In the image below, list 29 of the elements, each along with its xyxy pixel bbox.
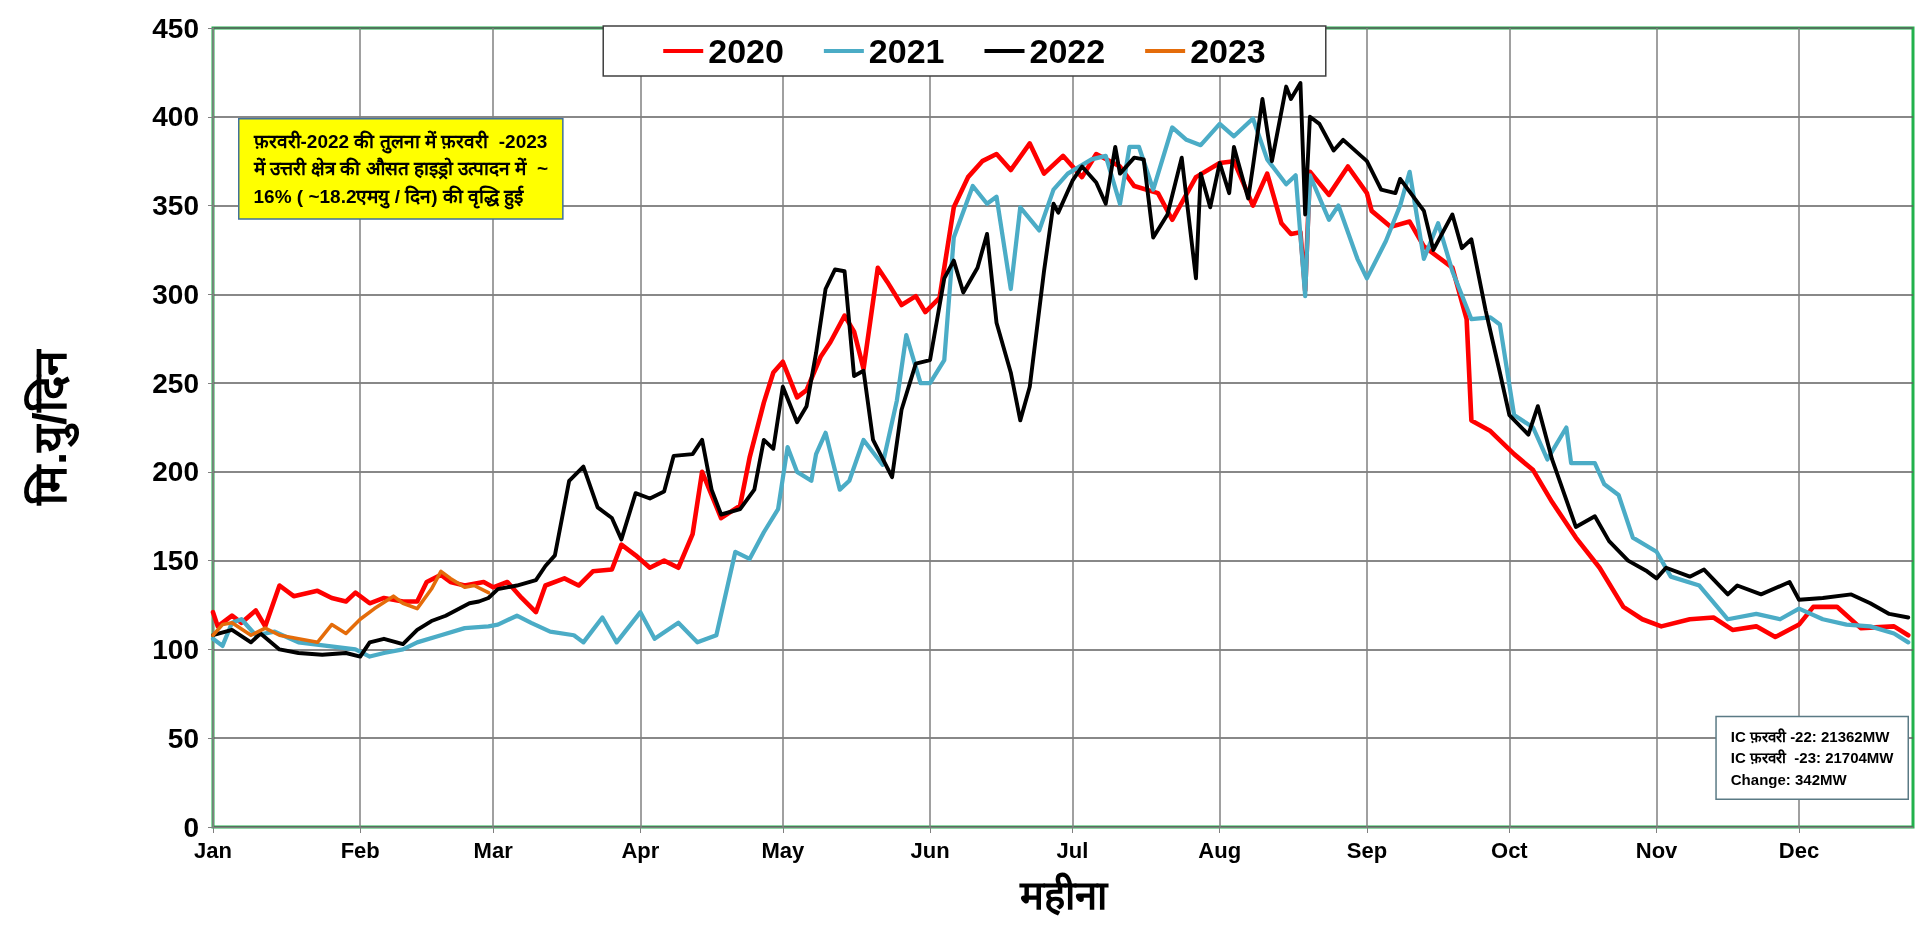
y-tick-label: 100 <box>152 633 199 665</box>
y-tick-label: 50 <box>167 722 199 754</box>
x-tick-label: Feb <box>340 837 380 863</box>
line-series <box>211 569 491 645</box>
x-tick-label: Dec <box>1778 837 1820 863</box>
x-tick-label: May <box>761 837 805 863</box>
y-tick-label: 150 <box>152 545 199 577</box>
x-tick-label: Apr <box>621 837 660 863</box>
y-tick-label: 350 <box>152 190 199 222</box>
legend-label: 2020 <box>708 32 784 70</box>
y-tick-label: 200 <box>152 456 199 488</box>
legend-label: 2022 <box>1029 32 1106 70</box>
x-tick-label: Mar <box>473 837 514 863</box>
y-axis-title: मि.यु/दिन <box>24 349 80 506</box>
x-tick-label: Jul <box>1056 837 1089 863</box>
x-axis-title: महीना <box>1018 872 1109 917</box>
x-tick-label: Oct <box>1491 837 1529 863</box>
annotation: IC फ़रवरी -22: 21362MW IC फ़रवरी -23: 21704MW Change: 342MW <box>1730 727 1895 789</box>
y-tick-label: 250 <box>152 367 199 399</box>
legend-label: 2023 <box>1190 32 1266 70</box>
y-tick-label: 400 <box>152 101 199 133</box>
x-tick-label: Jun <box>910 837 950 863</box>
legend-label: 2021 <box>868 32 945 70</box>
y-tick-label: 450 <box>152 12 199 44</box>
x-tick-label: Nov <box>1635 837 1679 863</box>
annotation: फ़रवरी-2022 की तुलना में फ़रवरी -2023 में उत्तरी क्षेत्र की औसत हाइड्रो उत्पादन में ~ 16% ( ~18.2एमयु / दिन) की वृद्धि हुई <box>252 129 549 210</box>
y-tick-label: 300 <box>152 278 199 310</box>
x-tick-label: Aug <box>1198 837 1242 863</box>
x-tick-label: Sep <box>1346 837 1388 863</box>
